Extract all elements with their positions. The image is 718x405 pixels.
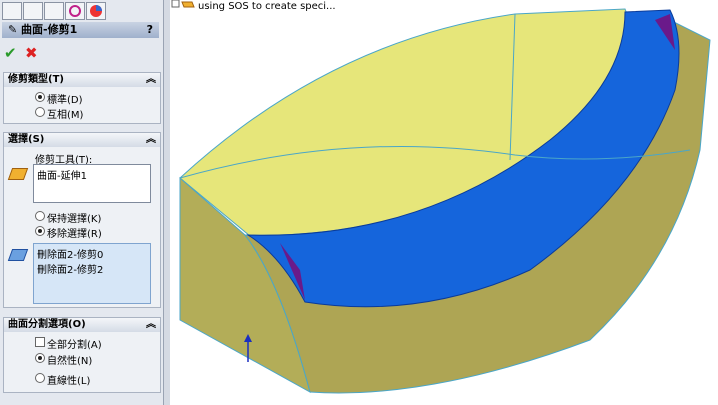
radio-label: 標準(D) xyxy=(47,95,83,106)
trim-edge xyxy=(655,14,675,50)
radio[interactable] xyxy=(35,92,45,102)
radio-label: 自然性(N) xyxy=(47,356,93,367)
radio[interactable] xyxy=(35,211,45,221)
tab[interactable] xyxy=(44,2,64,20)
splitter[interactable] xyxy=(164,0,170,405)
field-label: 修剪工具(T): xyxy=(35,155,93,166)
radio-label: 直線性(L) xyxy=(47,376,91,387)
tool-list[interactable]: 曲面-延伸1 xyxy=(33,164,151,203)
blue-surface xyxy=(246,9,680,308)
radio-label: 移除選擇(R) xyxy=(47,229,102,240)
radio[interactable] xyxy=(35,353,45,363)
group-header[interactable]: 曲面分割選項(O) ︽ xyxy=(3,317,161,333)
edge xyxy=(509,13,516,161)
viewport: using SOS to create speci... xyxy=(171,0,711,394)
radio[interactable] xyxy=(35,226,45,236)
ok-button[interactable]: ✔ xyxy=(4,44,17,62)
radio[interactable] xyxy=(35,373,45,383)
property-manager: ✎ 曲面-修剪1 ? ✔ ✖ 修剪類型(T) ︽ 標準(D) 互相(M) 選擇(S… xyxy=(0,0,164,405)
cancel-button[interactable]: ✖ xyxy=(25,44,38,62)
tree-icon xyxy=(181,1,195,8)
edge xyxy=(179,145,691,179)
title-bar: ✎ 曲面-修剪1 ? xyxy=(2,22,159,38)
list-item[interactable]: 曲面-延伸1 xyxy=(37,171,87,182)
tab[interactable] xyxy=(23,2,43,20)
list-item[interactable]: 刪除面2-修剪2 xyxy=(37,265,104,276)
axis-triad xyxy=(244,334,252,342)
group-body xyxy=(3,87,161,124)
radio-label: 互相(M) xyxy=(47,110,84,121)
title: 曲面-修剪1 xyxy=(21,23,78,36)
selection-list[interactable]: 刪除面2-修剪0 刪除面2-修剪2 xyxy=(33,243,151,304)
list-item[interactable]: 刪除面2-修剪0 xyxy=(37,250,104,261)
group-header[interactable]: 選擇(S) ︽ xyxy=(3,132,161,148)
radio[interactable] xyxy=(35,107,45,117)
tab[interactable] xyxy=(2,2,22,20)
tab[interactable] xyxy=(65,2,85,20)
radio-label: 保持選擇(K) xyxy=(47,214,102,225)
trim-edge xyxy=(280,243,305,300)
help-button[interactable]: ? xyxy=(146,23,153,36)
group-body xyxy=(3,332,161,393)
group-title: 修剪類型(T) xyxy=(8,74,64,85)
checkbox-label: 全部分割(A) xyxy=(47,340,102,351)
group-title: 選擇(S) xyxy=(8,134,45,145)
tab[interactable] xyxy=(86,2,106,20)
group-title: 曲面分割選項(O) xyxy=(8,319,86,330)
group-header[interactable]: 修剪類型(T) ︽ xyxy=(3,72,161,88)
tree-expander[interactable] xyxy=(171,0,180,8)
checkbox[interactable] xyxy=(35,337,45,347)
tree-item[interactable]: using SOS to create speci... xyxy=(198,1,336,12)
